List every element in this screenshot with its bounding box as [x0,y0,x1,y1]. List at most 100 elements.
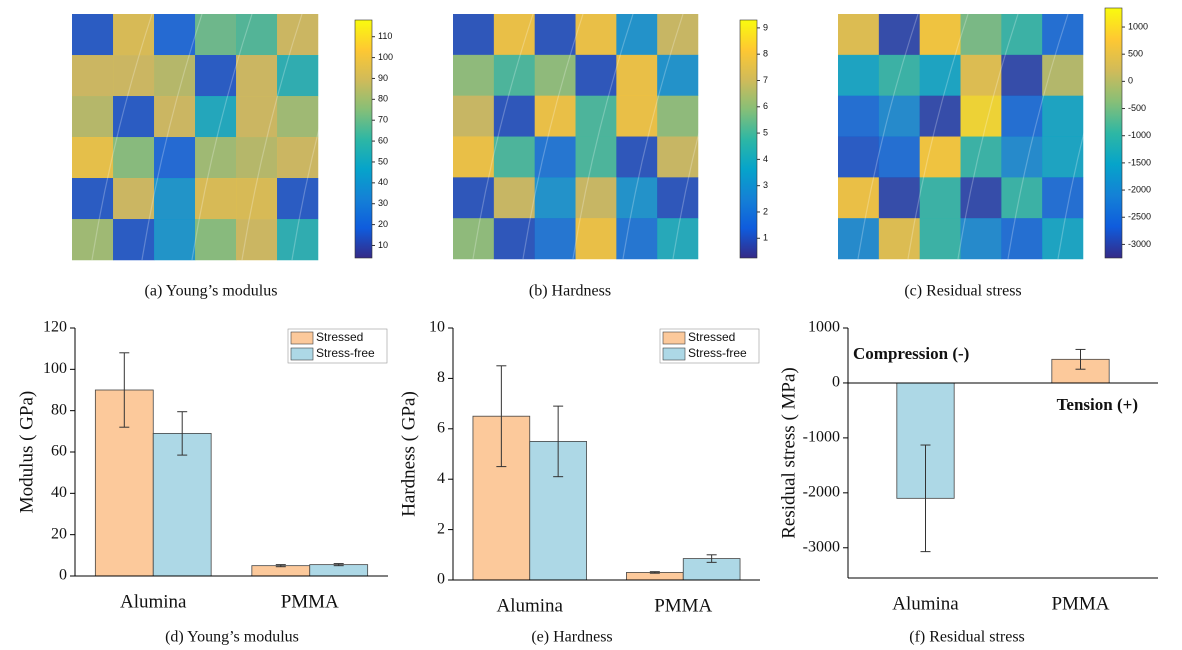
heat-cell [878,14,920,56]
x-tick-label: PMMA [1051,593,1109,614]
heat-cell [236,178,278,220]
heat-cell [1001,95,1043,137]
heat-cell [616,95,658,137]
texture [957,13,1019,260]
heat-cell [657,177,699,219]
heat-cell [277,96,319,138]
texture [241,13,303,261]
x-tick-label: Alumina [497,595,564,616]
heat-cell [113,178,155,220]
legend-label: Stress-free [688,346,747,360]
legend-swatch [662,331,686,345]
heat-cell [113,137,155,179]
heat-cell [277,55,319,97]
texture [291,13,353,261]
heat-cell [1042,136,1084,178]
heat-cell [534,218,576,260]
error-bar [1075,348,1086,370]
heat-cell [493,95,535,137]
heat-cell [453,177,495,219]
heat-cell [195,14,237,56]
heat-cell [960,14,1002,56]
colorbar-tick-label: 2 [763,206,768,216]
heat-cell [1001,14,1043,56]
colorbar-tick-label: 60 [378,135,388,145]
y-tick-label: 100 [43,360,67,377]
heat-cell [154,137,196,179]
heat-cell [277,137,319,179]
error-bar [920,444,931,553]
heat-cell [575,177,617,219]
heat-cell [657,136,699,178]
colorbar [739,19,758,259]
y-tick-label: -3000 [803,538,840,555]
heat-cell [493,14,535,56]
y-tick-label: 40 [51,484,67,501]
colorbar-tick-label: 3 [763,180,768,190]
y-tick-label: 2 [437,520,445,537]
texture [141,13,203,261]
heat-cell [534,136,576,178]
colorbar-tick-label: 10 [378,240,388,250]
heat-cell [878,177,920,219]
heat-cell [493,218,535,260]
heat-cell [657,218,699,260]
colorbar-tick-label: 8 [763,49,768,59]
bar [251,565,311,577]
caption: (b) Hardness [529,283,611,300]
colorbar-tick-label: 7 [763,75,768,85]
bar [309,564,369,577]
colorbar-tick-label: 6 [763,101,768,111]
colorbar-tick-label: 20 [378,219,388,229]
heat-cell [453,95,495,137]
colorbar-tick-label: 90 [378,73,388,83]
heat-cell [960,95,1002,137]
caption: (c) Residual stress [904,283,1021,300]
x-tick-label: Alumina [120,591,187,612]
heat-cell [1042,14,1084,56]
heat-cell [919,177,961,219]
texture [522,13,584,260]
colorbar-tick-label: -1000 [1128,130,1151,140]
heat-cell [277,178,319,220]
y-tick-label: 60 [51,443,67,460]
caption: (a) Young’s modulus [145,283,278,300]
heat-cell [534,54,576,96]
heat-cell [1042,54,1084,96]
heat-cell [838,95,880,137]
heat-cell [616,54,658,96]
heat-cell [534,177,576,219]
annotation: Compression (-) [853,344,969,363]
heat-cell [919,136,961,178]
colorbar-tick-label: 5 [763,127,768,137]
heat-cell [154,219,196,261]
colorbar-tick-label: -500 [1128,103,1146,113]
bar [152,432,212,577]
heat-cell [575,136,617,178]
legend-label: Stressed [688,330,735,344]
legend-swatch [290,331,314,345]
y-tick-label: 120 [43,319,67,336]
heat-cell [1042,218,1084,260]
heat-cell [277,14,319,56]
heat-cell [72,178,114,220]
heat-cell [657,54,699,96]
heat-cell [878,95,920,137]
heat-cell [113,219,155,261]
y-tick-label: 10 [429,319,445,336]
heat-cell [1042,95,1084,137]
texture [857,13,919,260]
y-tick-label: 20 [51,525,67,542]
heat-cell [1001,136,1043,178]
y-tick-label: -2000 [803,484,840,501]
heat-cell [575,54,617,96]
heat-cell [960,177,1002,219]
heat-cell [195,96,237,138]
heat-cell [575,14,617,56]
heat-cell [453,136,495,178]
heat-cell [236,96,278,138]
texture [907,13,969,260]
heat-cell [1001,54,1043,96]
heat-cell [113,14,155,56]
heat-cell [453,14,495,56]
